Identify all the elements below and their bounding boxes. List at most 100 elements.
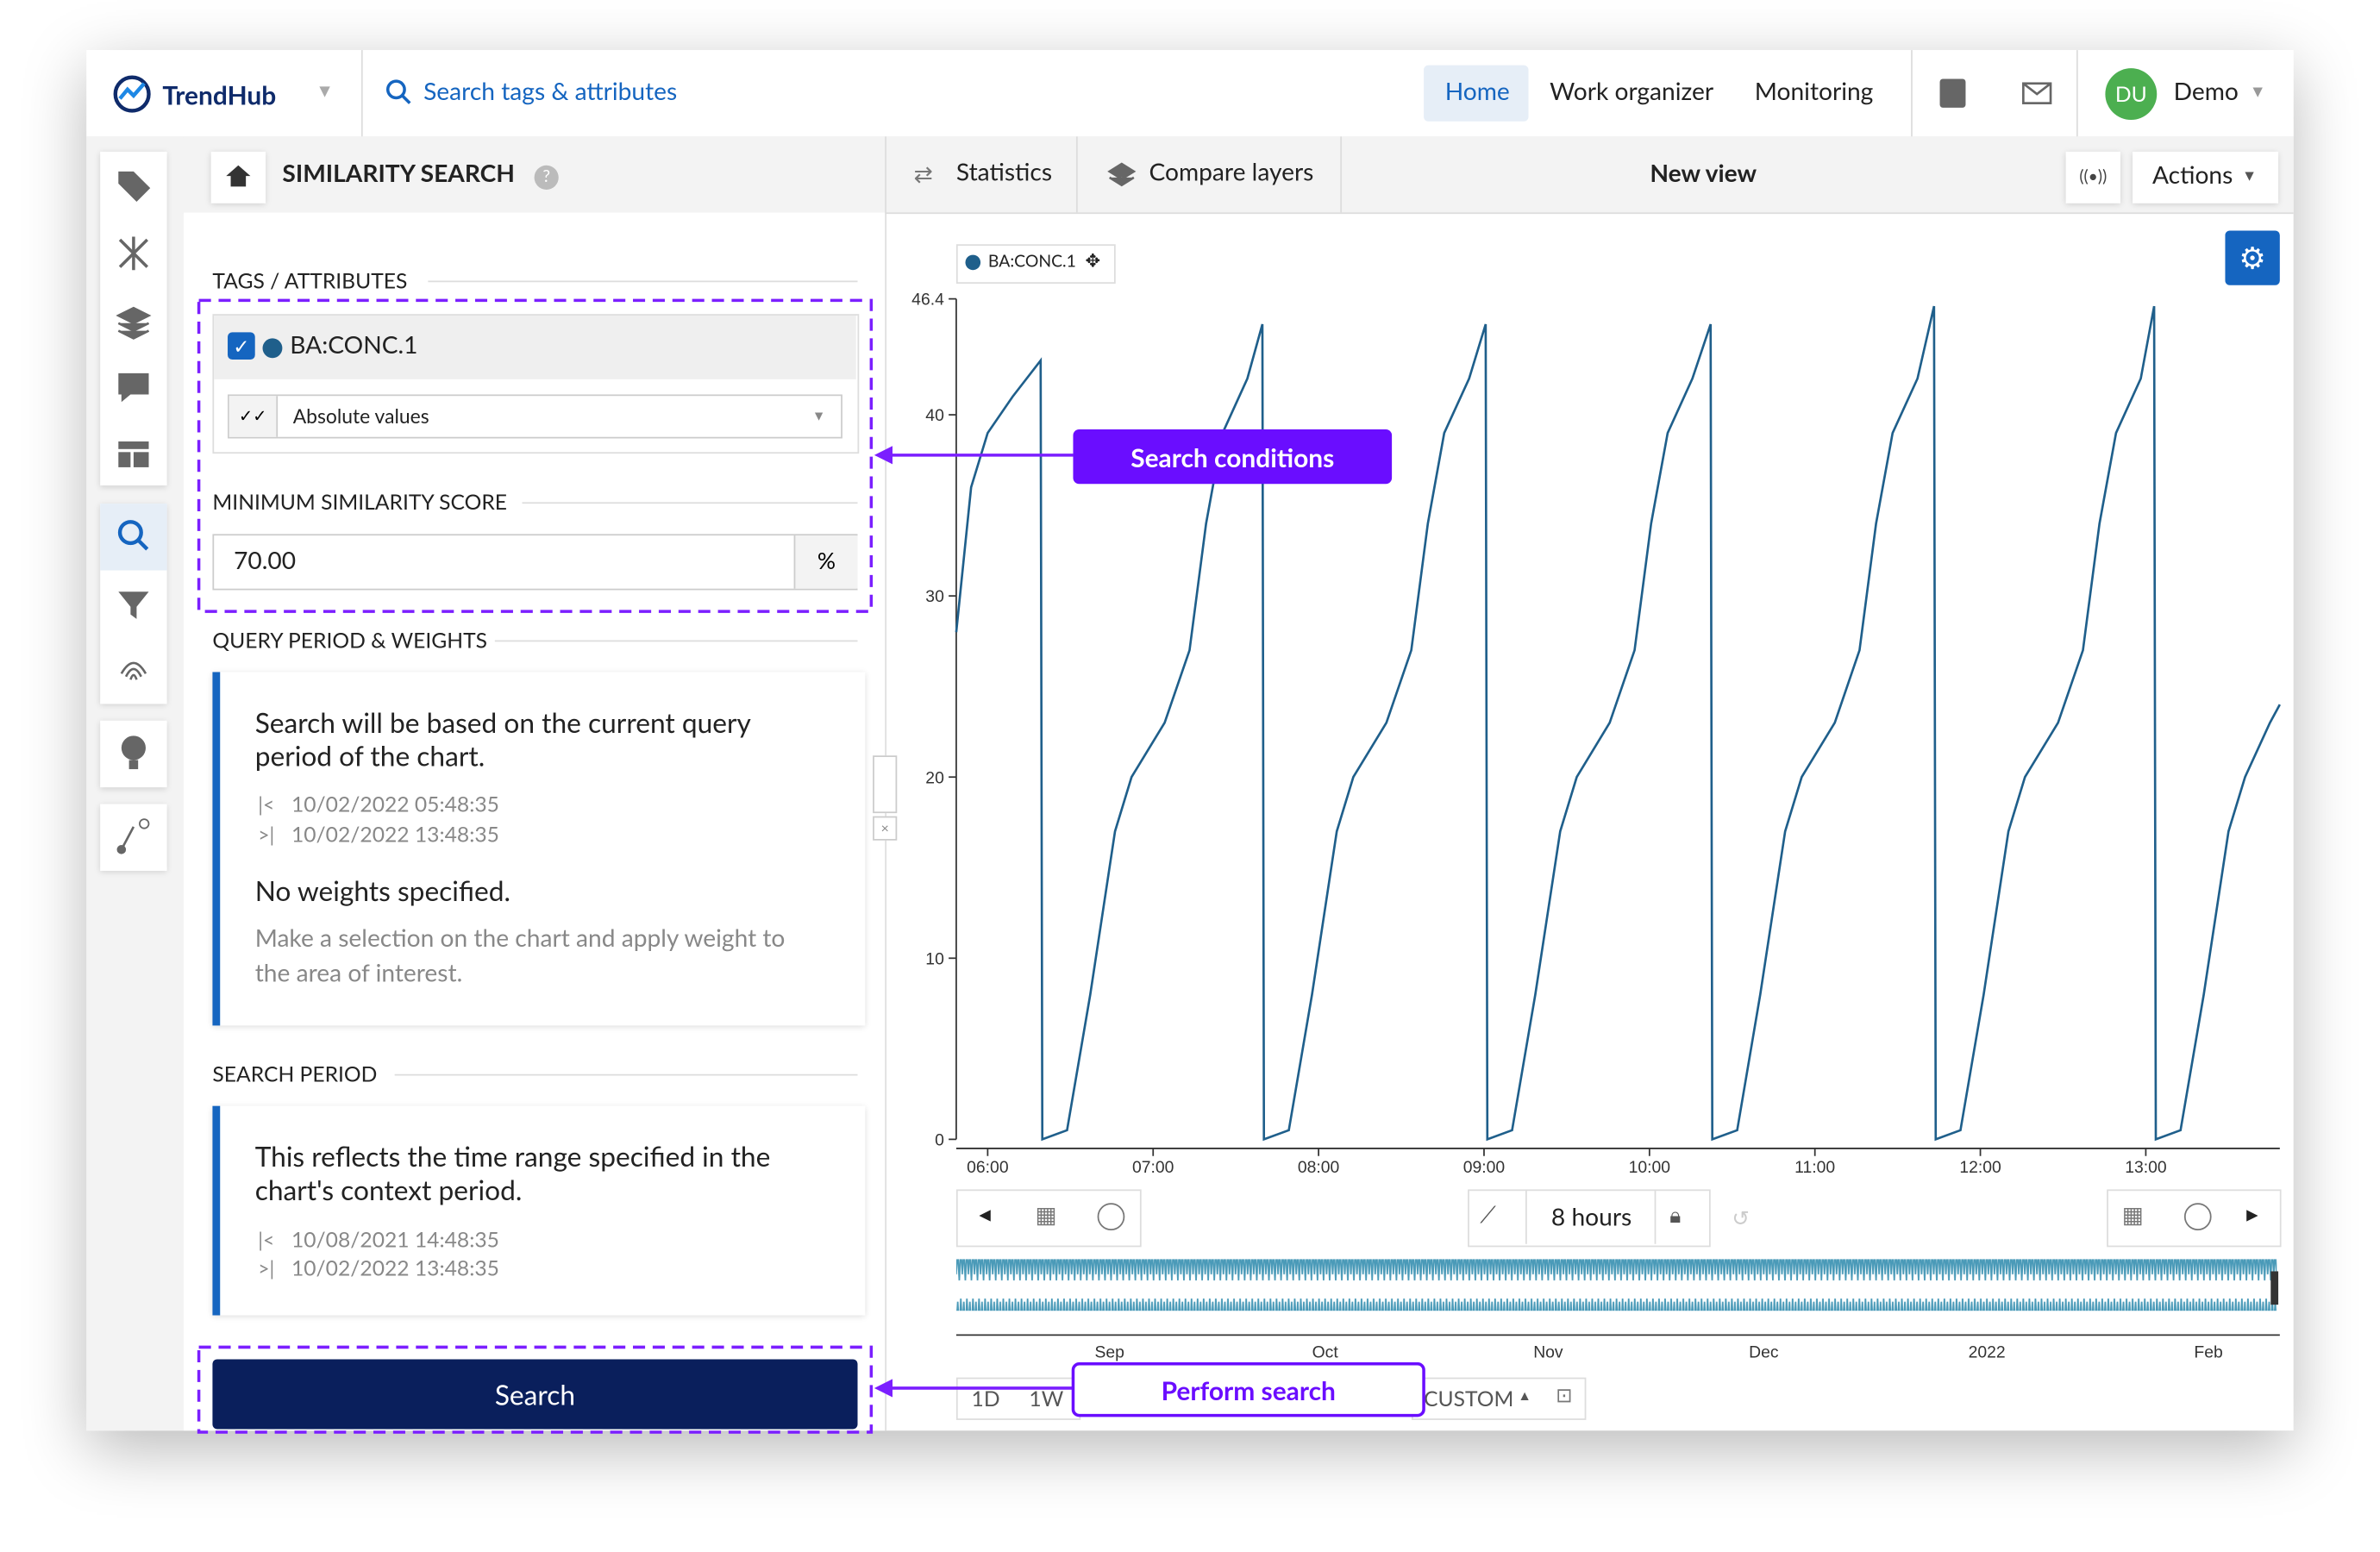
sidebar-icons[interactable] bbox=[100, 152, 166, 880]
navigator-label: Oct bbox=[1312, 1343, 1339, 1362]
mode-select[interactable] bbox=[228, 394, 842, 439]
section-heading: TAGS / ATTRIBUTES bbox=[212, 266, 408, 293]
mode-value: Absolute values bbox=[292, 404, 429, 429]
highlight-box bbox=[197, 298, 874, 613]
logo bbox=[113, 75, 151, 113]
x-tick-label: 09:00 bbox=[1463, 1158, 1505, 1177]
y-tick-label: 20 bbox=[925, 768, 944, 787]
collapse-button[interactable]: × bbox=[873, 816, 898, 841]
legend-chip[interactable] bbox=[955, 244, 1116, 285]
weights-title: No weights specified. bbox=[254, 873, 511, 908]
x-tick-label: 06:00 bbox=[967, 1158, 1008, 1177]
navigator-trace bbox=[955, 1259, 2277, 1311]
history-icon: ↺ bbox=[1732, 1205, 1751, 1230]
divider bbox=[1911, 50, 1913, 137]
statistics-tab[interactable]: Statistics bbox=[955, 157, 1053, 187]
rule bbox=[522, 502, 858, 504]
layers-icon bbox=[1107, 162, 1137, 187]
search-icon bbox=[385, 79, 411, 104]
navigator-label: Dec bbox=[1749, 1343, 1779, 1362]
range-icon: ⟋ bbox=[1480, 1201, 1496, 1230]
custom-caret: ▲ bbox=[1518, 1386, 1531, 1404]
divider bbox=[1075, 136, 1078, 213]
compare-tab[interactable]: Compare layers bbox=[1149, 157, 1314, 187]
y-tick-label: 30 bbox=[925, 587, 944, 606]
x-tick-label: 12:00 bbox=[1959, 1158, 2001, 1177]
mode-icon: ✓✓ bbox=[229, 396, 279, 437]
nav-active bbox=[1424, 65, 1529, 122]
legend-label: BA:CONC.1 bbox=[987, 252, 1076, 272]
x-tick-label: 10:00 bbox=[1629, 1158, 1670, 1177]
actions-label: Actions bbox=[2151, 160, 2233, 190]
next-icon: ▶ bbox=[2246, 1205, 2258, 1224]
section-heading: QUERY PERIOD & WEIGHTS bbox=[212, 626, 487, 653]
x-tick-label: 08:00 bbox=[1298, 1158, 1339, 1177]
help-icon[interactable] bbox=[1939, 78, 1966, 108]
rule bbox=[394, 1073, 858, 1076]
custom-icon: ⊡ bbox=[1556, 1381, 1573, 1407]
home-icon bbox=[226, 165, 251, 187]
user-caret: ▼ bbox=[2249, 82, 2266, 102]
nav-monitoring[interactable]: Monitoring bbox=[1754, 77, 1874, 107]
brand-caret[interactable]: ▼ bbox=[316, 78, 335, 102]
stats-icon: ⇄ bbox=[913, 160, 933, 189]
rule bbox=[494, 640, 858, 642]
sidebar-group bbox=[100, 804, 167, 871]
help-icon[interactable]: ? bbox=[534, 165, 559, 190]
tag-name: BA:CONC.1 bbox=[290, 330, 418, 360]
query-card bbox=[212, 672, 866, 1026]
search-text: This reflects the time range specified i… bbox=[254, 1139, 771, 1206]
search-card bbox=[212, 1105, 866, 1316]
calendar-icon: ▦ bbox=[2121, 1201, 2144, 1230]
score-value: 70.00 bbox=[234, 546, 297, 575]
weights-text: Make a selection on the chart and apply … bbox=[254, 923, 786, 988]
user-name[interactable]: Demo bbox=[2173, 77, 2239, 107]
start-icon: |< bbox=[258, 1227, 275, 1252]
query-end: 10/02/2022 13:48:35 bbox=[291, 820, 499, 847]
nav-home[interactable]: Home bbox=[1444, 77, 1510, 107]
calendar-icon: ▦ bbox=[1035, 1201, 1057, 1230]
navigator-label: Feb bbox=[2194, 1343, 2222, 1362]
clock-icon bbox=[2183, 1203, 2212, 1230]
search-input[interactable]: Search tags & attributes bbox=[423, 77, 678, 107]
x-tick-label: 13:00 bbox=[2125, 1158, 2166, 1177]
rule bbox=[428, 280, 858, 283]
brand: TrendHub bbox=[162, 78, 277, 111]
y-tick-label: 46.4 bbox=[911, 291, 944, 310]
callout bbox=[1073, 429, 1393, 485]
range-value: 8 hours bbox=[1550, 1203, 1632, 1232]
range-group[interactable] bbox=[1468, 1189, 1711, 1248]
arrowhead bbox=[874, 446, 892, 465]
view-title: New view bbox=[1650, 159, 1757, 189]
mail-icon[interactable] bbox=[2022, 82, 2052, 104]
series-line bbox=[955, 305, 2281, 1142]
mode-caret: ▼ bbox=[811, 406, 826, 423]
divider bbox=[2076, 50, 2078, 137]
header bbox=[86, 50, 2294, 139]
lock-icon: 🔒︎ bbox=[1669, 1201, 1682, 1228]
highlight-box bbox=[197, 1345, 874, 1434]
divider bbox=[1340, 136, 1343, 213]
custom-preset[interactable]: CUSTOM bbox=[1424, 1385, 1514, 1411]
navigator-label: 2022 bbox=[1969, 1343, 2006, 1362]
divider bbox=[360, 50, 363, 137]
nav-work[interactable]: Work organizer bbox=[1550, 77, 1714, 107]
tag-row bbox=[214, 315, 856, 379]
avatar[interactable]: DU bbox=[2105, 68, 2158, 121]
y-tick-label: 10 bbox=[925, 949, 944, 968]
tag-checkbox[interactable]: ✓ bbox=[228, 332, 255, 360]
start-icon: |< bbox=[258, 792, 275, 817]
search-start: 10/08/2021 14:48:35 bbox=[291, 1225, 499, 1252]
navigator-handle[interactable] bbox=[2270, 1271, 2279, 1305]
end-icon: >| bbox=[258, 1255, 275, 1281]
actions-button[interactable] bbox=[2133, 151, 2279, 203]
arrowhead bbox=[874, 1379, 892, 1398]
search-button[interactable]: Search bbox=[212, 1359, 858, 1430]
settings-button[interactable]: ⚙ bbox=[2225, 230, 2280, 285]
legend-marker bbox=[965, 254, 981, 271]
resize-handle[interactable] bbox=[873, 755, 898, 814]
actions-caret: ▼ bbox=[2241, 166, 2258, 185]
live-button[interactable]: ((•)) bbox=[2065, 151, 2120, 203]
